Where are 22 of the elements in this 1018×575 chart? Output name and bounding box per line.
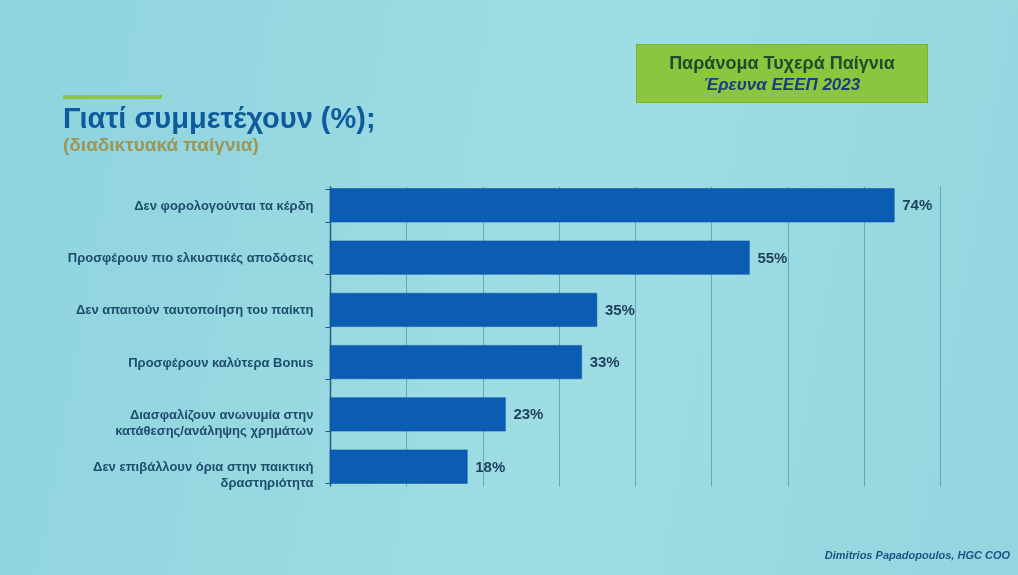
data-label: 23% bbox=[513, 405, 544, 423]
y-tick-label: Δεν επιβάλλουν όρια στην παικτική δραστηριότητα bbox=[93, 459, 314, 491]
data-label: 35% bbox=[604, 300, 635, 318]
y-tick-label: Προσφέρουν πιο ελκυστικές αποδόσεις bbox=[67, 250, 314, 266]
text: (διαδικτυακά παίγνια) bbox=[63, 134, 259, 155]
data-label: 74% bbox=[902, 196, 933, 214]
bar bbox=[329, 449, 468, 484]
data-label: 33% bbox=[589, 353, 620, 371]
y-tick-label: Προσφέρουν καλύτερα Bonus bbox=[128, 354, 314, 370]
y-tick-label: Δεν απαιτούν ταυτοποίηση του παίκτη bbox=[75, 302, 314, 318]
text: Dimitrios Papadopoulos, HGC COO bbox=[824, 549, 1010, 561]
data-label: 55% bbox=[757, 248, 788, 266]
chart-title: Γιατί συμμετέχουν (%); bbox=[63, 102, 376, 134]
y-tick-label: Διασφαλίζουν ανωνυμία στην κατάθεσης/ανάληψης χρημάτων bbox=[115, 406, 314, 438]
bar bbox=[329, 397, 506, 432]
bar bbox=[329, 292, 598, 327]
bar bbox=[329, 345, 582, 380]
banner: Παράνομα Τυχερά Παίγνια Έρευνα ΕΕΕΠ 2023 bbox=[636, 44, 928, 103]
y-tick-label: Δεν φορολογούνται τα κέρδη bbox=[134, 197, 314, 213]
bar bbox=[329, 188, 895, 223]
bar bbox=[329, 240, 750, 275]
data-label: 18% bbox=[475, 457, 506, 475]
